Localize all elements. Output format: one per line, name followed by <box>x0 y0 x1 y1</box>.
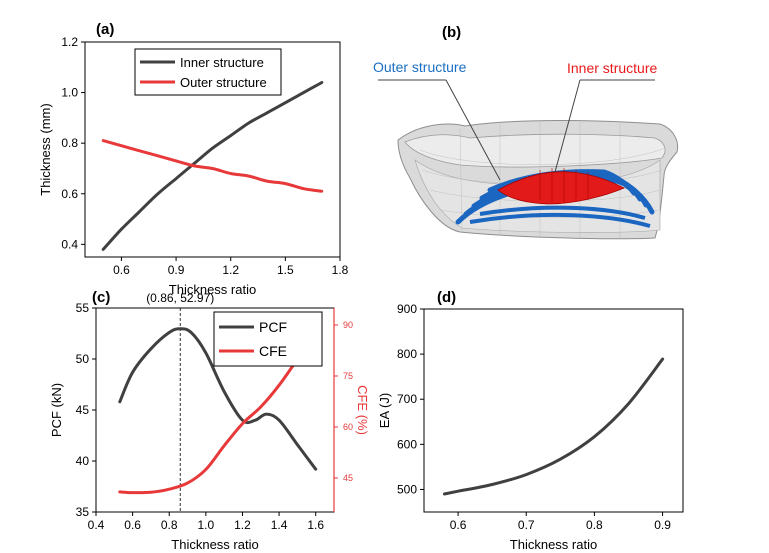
panel-tag: (d) <box>437 289 456 306</box>
y-tick-label: 800 <box>397 347 417 361</box>
x-tick-label: 1.5 <box>277 263 294 277</box>
y-tick-label: 40 <box>76 454 90 468</box>
outer-leader-line <box>445 79 501 181</box>
outer-structure-label: Outer structure <box>373 59 467 75</box>
y2-tick-label: 60 <box>343 422 353 432</box>
y2-tick-label: 90 <box>343 320 353 330</box>
x-tick-label: 0.6 <box>124 518 141 532</box>
y-tick-label: 1.2 <box>61 35 78 49</box>
x-tick-label: 0.8 <box>586 518 603 532</box>
panel-b-tag: (b) <box>442 24 461 41</box>
x-tick-label: 0.9 <box>654 518 671 532</box>
inner-structure <box>497 168 625 205</box>
x-tick-label: 0.4 <box>88 518 105 532</box>
y2-tick-label: 75 <box>343 371 353 381</box>
y2-axis-label: CFE (%) <box>355 385 370 435</box>
legend-label: Outer structure <box>180 75 267 90</box>
y-tick-label: 0.8 <box>61 136 78 150</box>
plot-frame <box>84 41 341 258</box>
panel-tag: (c) <box>92 289 110 306</box>
y2-tick-label: 45 <box>343 473 353 483</box>
x-axis-label: Thickness ratio <box>169 282 256 297</box>
series-line-outer-structure <box>101 139 324 193</box>
legend-label: CFE <box>259 343 287 359</box>
x-tick-label: 1.8 <box>332 263 349 277</box>
x-tick-label: 1.4 <box>271 518 288 532</box>
legend-box <box>213 311 323 367</box>
outer-structure-ring-fronts <box>469 205 651 228</box>
series-line-inner-structure <box>101 81 324 251</box>
x-tick-label: 1.0 <box>198 518 215 532</box>
chart-panel-2: (c) 0.4 0.6 0.8 1.0 1.2 1.4 1.6 35 40 45 50 55 45 60 75… <box>49 289 370 552</box>
x-tick-label: 1.6 <box>307 518 324 532</box>
y-tick-label: 1.0 <box>61 86 78 100</box>
y-tick-label: 50 <box>76 352 90 366</box>
panel-tag: (a) <box>96 21 114 38</box>
panel-b-diagram: (b) <box>373 24 679 240</box>
y-axis-label: Thickness (mm) <box>38 103 53 195</box>
outer-shell-rim <box>404 133 666 168</box>
x-tick-label: 1.2 <box>222 263 239 277</box>
series-line-pcf <box>118 327 318 471</box>
y-axis-label: EA (J) <box>377 393 392 428</box>
x-axis-label: Thickness ratio <box>171 537 258 552</box>
chart-panel-3: (d) 0.6 0.7 0.8 0.9 500 600 700 800 900 Thickness … <box>377 289 684 552</box>
y-tick-label: 700 <box>397 392 417 406</box>
annotation-label: (0.86, 52.97) <box>146 291 214 305</box>
x-tick-label: 0.8 <box>161 518 178 532</box>
x-tick-label: 0.9 <box>168 263 185 277</box>
series-line-0 <box>442 357 665 496</box>
y-tick-label: 900 <box>397 302 417 316</box>
x-tick-label: 1.2 <box>234 518 251 532</box>
chart-panel-0: (a) 0.6 0.9 1.2 1.5 1.8 0.4 0.6 0.8 1.0 1.2 Thickne… <box>38 21 349 297</box>
x-axis-label: Thickness ratio <box>510 537 597 552</box>
y-tick-label: 500 <box>397 482 417 496</box>
y-tick-label: 55 <box>76 301 90 315</box>
plot-frame <box>423 308 684 513</box>
y-axis-label: PCF (kN) <box>49 383 64 437</box>
x-tick-label: 0.6 <box>450 518 467 532</box>
y-tick-label: 0.4 <box>61 237 78 251</box>
legend-box <box>134 48 282 96</box>
y-tick-label: 600 <box>397 437 417 451</box>
inner-structure-label: Inner structure <box>567 60 657 76</box>
series-line-cfe <box>118 328 318 495</box>
legend-label: Inner structure <box>180 55 264 70</box>
inner-leader-line <box>554 79 581 173</box>
x-tick-label: 0.7 <box>518 518 535 532</box>
y-tick-label: 45 <box>76 403 90 417</box>
y-tick-label: 0.6 <box>61 187 78 201</box>
legend-label: PCF <box>259 319 287 335</box>
x-tick-label: 0.6 <box>113 263 130 277</box>
y-tick-label: 35 <box>76 505 90 519</box>
